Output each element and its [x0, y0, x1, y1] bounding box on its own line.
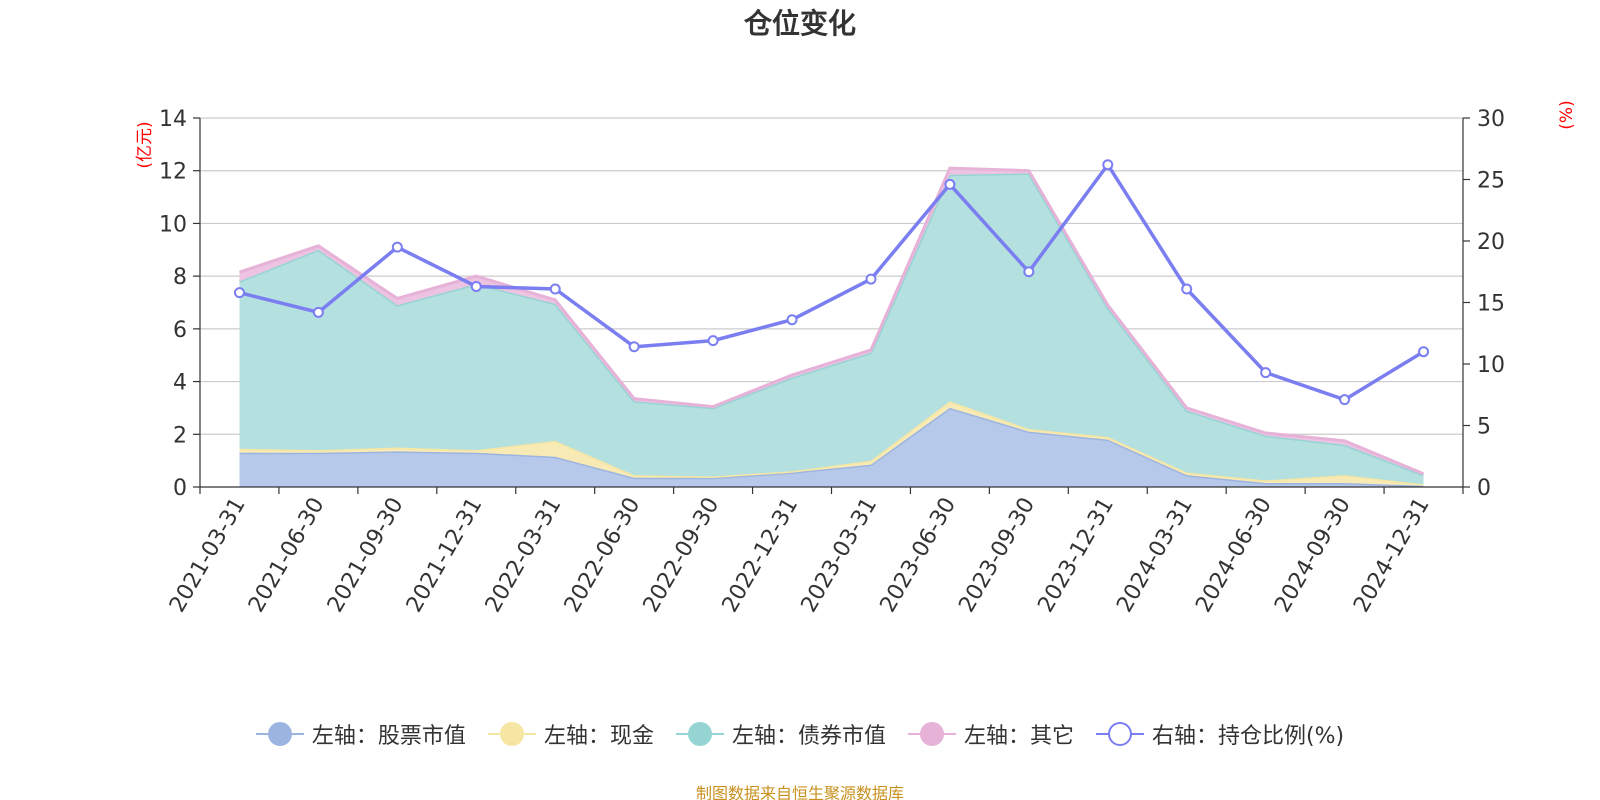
x-tick-label: 2022-06-30: [560, 494, 646, 617]
legend-stock-label: 左轴：股票市值: [311, 724, 466, 749]
x-tick-label: 2021-12-31: [402, 494, 488, 617]
legend-stock-icon: [255, 720, 304, 748]
x-tick-label: 2021-06-30: [244, 494, 330, 617]
left-tick-label: 12: [159, 160, 187, 185]
left-tick-label: 14: [159, 107, 187, 132]
x-tick-label: 2023-09-30: [954, 494, 1040, 617]
ratio-point: [786, 314, 798, 326]
ratio-point: [1102, 159, 1114, 171]
legend-other-label: 左轴：其它: [963, 724, 1074, 749]
x-tick-label: 2023-12-31: [1033, 494, 1119, 617]
legend-other-icon: [907, 720, 956, 748]
right-tick-label: 10: [1477, 353, 1505, 378]
right-tick-label: 0: [1477, 476, 1491, 501]
right-tick-label: 25: [1477, 169, 1505, 194]
ratio-point: [1260, 367, 1272, 379]
ratio-point: [1181, 283, 1193, 295]
left-tick-label: 8: [173, 265, 187, 290]
legend-ratio-label: 右轴：持仓比例(%): [1151, 724, 1345, 749]
x-tick-label: 2022-03-31: [481, 494, 567, 617]
ratio-point: [1023, 266, 1035, 278]
x-tick-label: 2021-03-31: [165, 494, 251, 617]
ratio-point: [628, 341, 640, 353]
area-series-2: [239, 173, 1424, 485]
left-axis-unit: (亿元): [135, 121, 155, 168]
data-source-note: 制图数据来自恒生聚源数据库: [695, 784, 904, 800]
area-edge-series-3: [239, 166, 1425, 476]
x-tick-label: 2023-06-30: [876, 494, 962, 617]
x-tick-label: 2024-09-30: [1270, 494, 1356, 617]
ratio-line-path: [239, 161, 1425, 402]
ratio-point: [391, 241, 403, 253]
x-tick-label: 2024-12-31: [1349, 494, 1435, 617]
right-tick-label: 5: [1477, 415, 1491, 440]
right-axis-unit: (%): [1557, 100, 1577, 129]
legend-ratio-icon: [1095, 720, 1144, 748]
left-tick-label: 10: [159, 212, 187, 237]
ratio-point: [312, 306, 324, 318]
legend-bond-label: 左轴：债券市值: [731, 724, 886, 749]
legend-item-other[interactable]: 左轴：其它: [907, 718, 1074, 750]
legend-cash-icon: [487, 720, 536, 748]
legend-bond-icon: [675, 720, 724, 748]
x-tick-label: 2024-06-30: [1191, 494, 1277, 617]
ratio-point: [549, 283, 561, 295]
left-tick-label: 4: [173, 371, 187, 396]
ratio-point: [865, 273, 877, 285]
x-tick-label: 2022-12-31: [718, 494, 804, 617]
ratio-line: [233, 159, 1430, 406]
ratio-point: [944, 178, 956, 190]
ratio-point: [1339, 394, 1351, 406]
left-tick-label: 0: [173, 476, 187, 501]
ratio-point: [707, 335, 719, 347]
x-tick-label: 2024-03-31: [1112, 494, 1198, 617]
ratio-point: [1418, 346, 1430, 358]
right-tick-label: 20: [1477, 230, 1505, 255]
x-tick-label: 2022-09-30: [639, 494, 725, 617]
chart-title: 仓位变化: [743, 7, 856, 40]
left-tick-label: 6: [173, 318, 187, 343]
legend: 左轴：股票市值 左轴：现金 左轴：债券市值 左轴：其它 右轴：持仓比例(%): [0, 718, 1600, 750]
legend-item-stock[interactable]: 左轴：股票市值: [255, 718, 466, 750]
x-tick-label: 2021-09-30: [323, 494, 409, 617]
right-tick-label: 15: [1477, 292, 1505, 317]
legend-item-cash[interactable]: 左轴：现金: [487, 718, 654, 750]
legend-item-ratio[interactable]: 右轴：持仓比例(%): [1095, 718, 1345, 750]
stacked-areas: [238, 166, 1425, 488]
x-tick-label: 2023-03-31: [797, 494, 883, 617]
right-tick-label: 30: [1477, 107, 1505, 132]
ratio-point: [233, 287, 245, 299]
ratio-point: [470, 281, 482, 293]
legend-item-bond[interactable]: 左轴：债券市值: [675, 718, 886, 750]
area-series-0: [239, 407, 1424, 487]
left-tick-label: 2: [173, 423, 187, 448]
legend-cash-label: 左轴：现金: [543, 724, 654, 749]
